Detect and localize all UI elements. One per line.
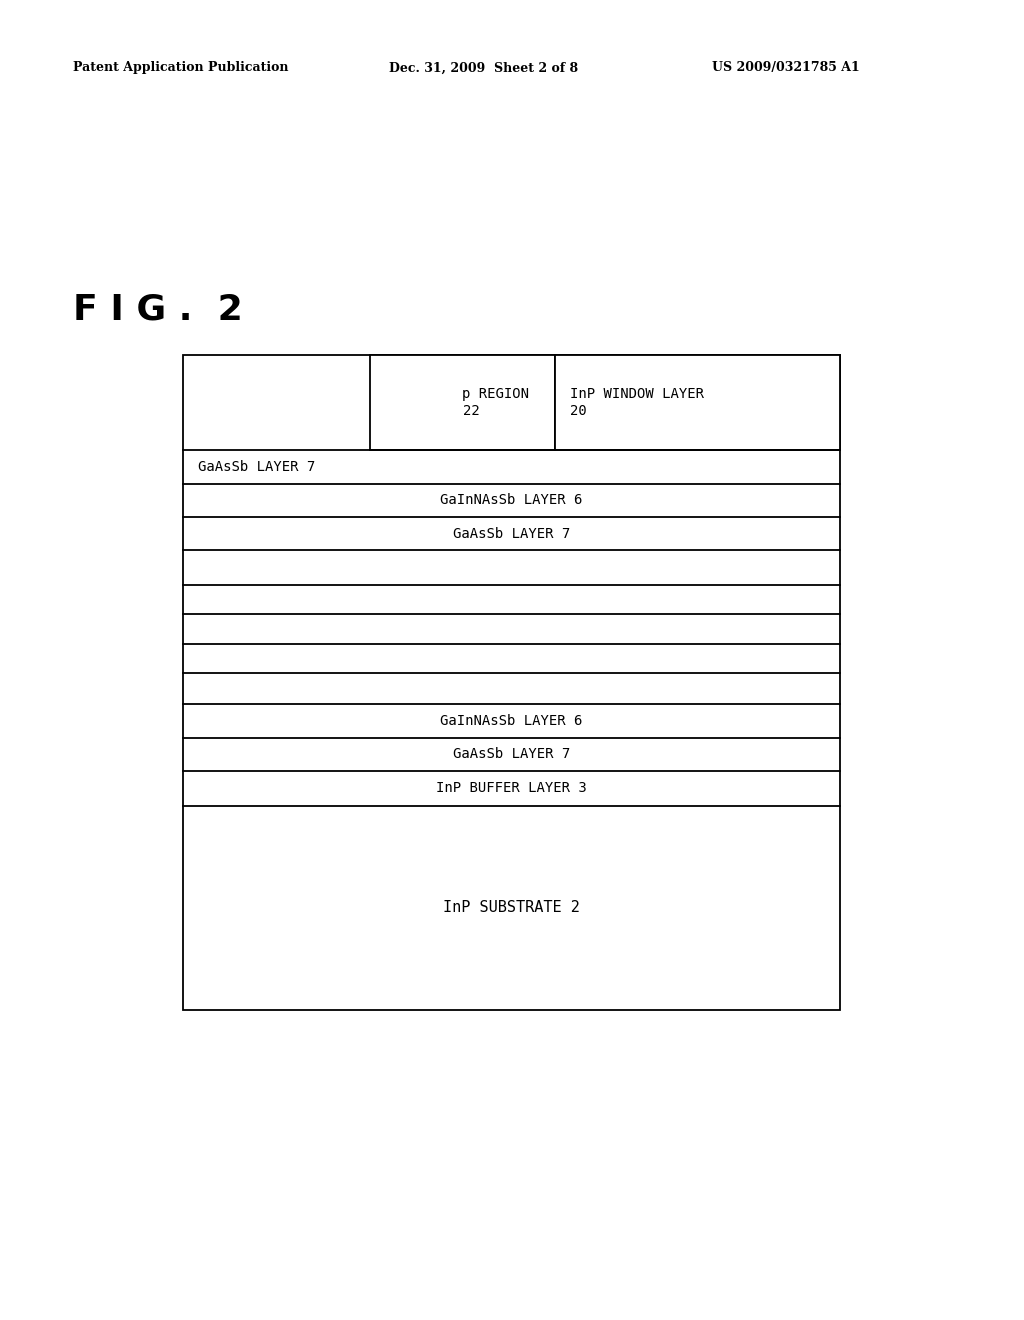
Bar	[183, 355, 840, 1010]
Bar	[370, 355, 555, 450]
Text: InP WINDOW LAYER
20: InP WINDOW LAYER 20	[570, 387, 705, 417]
Bar	[555, 355, 840, 450]
Text: InP SUBSTRATE 2: InP SUBSTRATE 2	[443, 900, 580, 916]
Text: Dec. 31, 2009  Sheet 2 of 8: Dec. 31, 2009 Sheet 2 of 8	[389, 62, 579, 74]
Text: Patent Application Publication: Patent Application Publication	[73, 62, 289, 74]
Text: GaAsSb LAYER 7: GaAsSb LAYER 7	[199, 459, 315, 474]
Text: US 2009/0321785 A1: US 2009/0321785 A1	[712, 62, 859, 74]
Text: GaInNAsSb LAYER 6: GaInNAsSb LAYER 6	[440, 494, 583, 507]
Text: p REGION
22: p REGION 22	[463, 387, 529, 417]
Text: GaAsSb LAYER 7: GaAsSb LAYER 7	[453, 747, 570, 762]
Text: InP BUFFER LAYER 3: InP BUFFER LAYER 3	[436, 781, 587, 796]
Text: GaAsSb LAYER 7: GaAsSb LAYER 7	[453, 527, 570, 540]
Text: GaInNAsSb LAYER 6: GaInNAsSb LAYER 6	[440, 714, 583, 729]
Text: F I G .  2: F I G . 2	[73, 293, 243, 327]
